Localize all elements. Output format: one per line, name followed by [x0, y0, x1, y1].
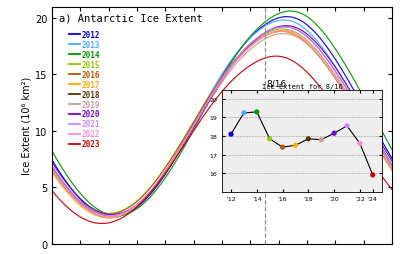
Legend: 2012, 2013, 2014, 2015, 2016, 2017, 2018, 2019, 2020, 2021, 2022, 2023: 2012, 2013, 2014, 2015, 2016, 2017, 2018… — [66, 28, 104, 152]
Text: 8/16: 8/16 — [267, 80, 287, 88]
Y-axis label: Ice Extent (10⁶ km²): Ice Extent (10⁶ km²) — [22, 77, 32, 175]
Text: a) Antarctic Ice Extent: a) Antarctic Ice Extent — [59, 13, 202, 23]
